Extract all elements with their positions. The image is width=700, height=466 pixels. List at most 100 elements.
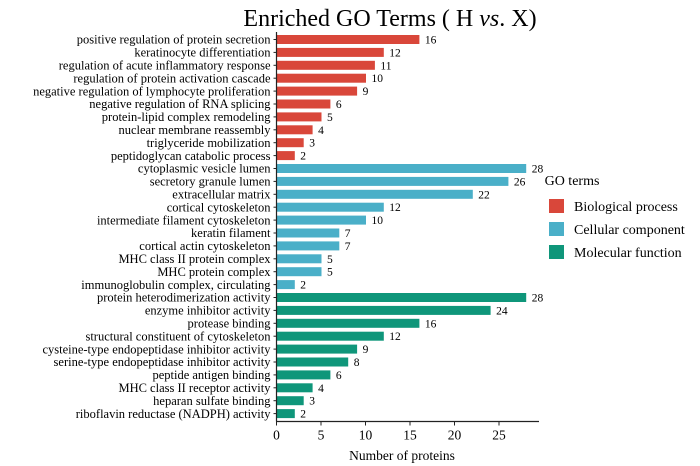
bar xyxy=(277,35,420,44)
bar xyxy=(277,228,340,238)
bar xyxy=(277,409,295,419)
category-label: secretory granule lumen xyxy=(150,175,272,189)
bar xyxy=(277,60,375,70)
category-label: negative regulation of RNA splicing xyxy=(89,97,271,111)
category-label: keratinocyte differentiation xyxy=(134,46,271,60)
bar xyxy=(277,189,473,199)
bar xyxy=(277,215,366,225)
bar xyxy=(277,357,349,367)
bar xyxy=(277,86,358,96)
legend-label: Cellular component xyxy=(574,223,685,238)
value-label: 28 xyxy=(532,164,544,176)
chart-title: Enriched GO Terms ( H vs. X) xyxy=(243,6,536,32)
category-label: MHC protein complex xyxy=(157,265,271,279)
bar xyxy=(277,73,366,83)
bar xyxy=(277,164,527,173)
value-label: 3 xyxy=(309,396,315,408)
category-label: triglyceride mobilization xyxy=(147,136,272,150)
category-labels: positive regulation of protein secretion… xyxy=(33,33,271,421)
value-labels: 1612111096543228262212107755228241612986… xyxy=(300,35,543,421)
category-label: protease binding xyxy=(188,317,272,331)
bar xyxy=(277,293,527,302)
category-label: intermediate filament cytoskeleton xyxy=(97,213,271,227)
value-label: 12 xyxy=(389,47,401,59)
value-label: 2 xyxy=(300,280,306,292)
bar xyxy=(277,396,304,406)
bar xyxy=(277,176,509,186)
category-label: cysteine-type endopeptidase inhibitor ac… xyxy=(42,342,271,356)
category-label: protein heterodimerization activity xyxy=(97,291,271,305)
value-label: 16 xyxy=(425,318,437,330)
category-label: nuclear membrane reassembly xyxy=(118,123,271,137)
value-label: 10 xyxy=(372,215,384,227)
x-tick-label: 0 xyxy=(273,428,280,443)
value-label: 7 xyxy=(345,241,351,253)
bar xyxy=(277,202,384,212)
bar xyxy=(277,331,384,341)
value-label: 26 xyxy=(514,176,526,188)
bar xyxy=(277,280,295,290)
category-label: cytoplasmic vesicle lumen xyxy=(138,162,271,176)
category-label: peptidoglycan catabolic process xyxy=(111,149,271,163)
value-label: 10 xyxy=(372,73,384,85)
value-label: 9 xyxy=(363,344,369,356)
legend-swatch xyxy=(549,245,564,259)
category-label: keratin filament xyxy=(191,226,271,240)
value-label: 9 xyxy=(363,86,369,98)
value-label: 5 xyxy=(327,254,333,266)
value-label: 8 xyxy=(354,357,360,369)
category-label: MHC class II receptor activity xyxy=(118,381,271,395)
bar xyxy=(277,370,331,380)
x-tick-label: 25 xyxy=(492,428,506,443)
bar xyxy=(277,305,491,315)
legend-swatch xyxy=(549,222,564,236)
category-label: riboflavin reductase (NADPH) activity xyxy=(76,407,271,421)
category-label: peptide antigen binding xyxy=(152,368,271,382)
category-label: protein-lipid complex remodeling xyxy=(102,110,271,124)
value-label: 12 xyxy=(389,202,401,214)
bar xyxy=(277,318,420,328)
category-label: serine-type endopeptidase inhibitor acti… xyxy=(54,355,272,369)
legend-title: GO terms xyxy=(545,174,600,189)
category-label: regulation of acute inflammatory respons… xyxy=(59,59,271,73)
value-label: 28 xyxy=(532,293,544,305)
value-label: 22 xyxy=(478,189,490,201)
x-tick-label: 10 xyxy=(359,428,373,443)
x-axis: 0 5 10 15 20 25 xyxy=(273,420,539,443)
bar xyxy=(277,344,358,354)
bar xyxy=(277,99,331,109)
value-label: 4 xyxy=(318,383,324,395)
value-label: 5 xyxy=(327,112,333,124)
category-label: structural constituent of cytoskeleton xyxy=(85,329,271,343)
bars-group xyxy=(277,35,527,419)
category-label: cortical actin cytoskeleton xyxy=(139,239,271,253)
value-label: 7 xyxy=(345,228,351,240)
legend-label: Molecular function xyxy=(574,246,682,261)
value-label: 16 xyxy=(425,35,437,47)
legend-label: Biological process xyxy=(574,200,678,215)
value-label: 24 xyxy=(496,305,508,317)
value-label: 3 xyxy=(309,138,315,150)
category-label: cortical cytoskeleton xyxy=(167,200,272,214)
x-axis-title: Number of proteins xyxy=(349,448,455,463)
category-label: immunoglobulin complex, circulating xyxy=(81,278,271,292)
value-label: 6 xyxy=(336,370,342,382)
category-label: heparan sulfate binding xyxy=(153,394,271,408)
bar xyxy=(277,112,322,122)
category-label: negative regulation of lymphocyte prolif… xyxy=(33,84,271,98)
bar xyxy=(277,47,384,57)
category-label: enzyme inhibitor activity xyxy=(145,304,271,318)
category-label: positive regulation of protein secretion xyxy=(77,33,271,47)
value-label: 2 xyxy=(300,151,306,163)
bar xyxy=(277,383,313,393)
x-tick-label: 20 xyxy=(448,428,462,443)
value-label: 12 xyxy=(389,331,401,343)
value-label: 11 xyxy=(380,60,391,72)
bar xyxy=(277,125,313,135)
legend: GO terms Biological process Cellular comp… xyxy=(545,174,685,261)
bar xyxy=(277,151,295,161)
category-label: extracellular matrix xyxy=(172,188,271,202)
bar xyxy=(277,267,322,277)
bar xyxy=(277,254,322,264)
